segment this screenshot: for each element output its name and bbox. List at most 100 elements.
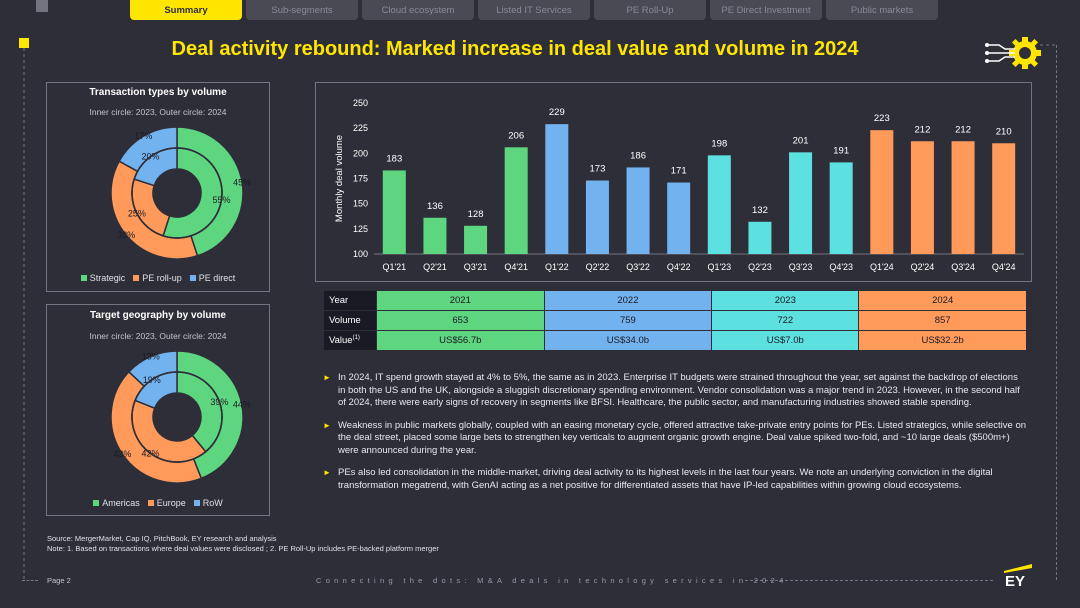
target-geography-donut: 44%43%13%39%42%19%: [110, 350, 251, 484]
bar-data-label: 191: [833, 145, 849, 156]
note-line: Note: 1. Based on transactions where dea…: [47, 544, 439, 553]
bar-data-label: 212: [955, 124, 971, 135]
bar-data-label: 128: [468, 209, 484, 220]
tab-public-markets[interactable]: Public markets: [826, 0, 938, 20]
row-label-year: Year: [323, 290, 377, 311]
x-tick-label: Q1'22: [545, 262, 569, 272]
bullet-arrow-icon: ►: [323, 420, 331, 430]
bar: [951, 141, 975, 254]
row-label-value-sup: (1): [352, 334, 360, 341]
list-item: ► PEs also led consolidation in the midd…: [322, 467, 1027, 492]
target-geography-outer-label: 43%: [113, 449, 131, 459]
legend-item-europe: Europe: [147, 498, 186, 508]
target-geography-ring-divider: [131, 371, 223, 463]
tab-listed-it-services[interactable]: Listed IT Services: [478, 0, 590, 20]
tab-pe-direct-investment[interactable]: PE Direct Investment: [710, 0, 822, 20]
volume-2024: 857: [858, 310, 1027, 331]
bar: [504, 147, 528, 254]
bar-data-label: 171: [671, 166, 687, 177]
value-2022: US$34.0b: [543, 330, 713, 351]
corner-square-yellow: [19, 38, 29, 48]
x-tick-label: Q4'21: [504, 262, 528, 272]
row-label-value: Value(1): [323, 330, 377, 351]
bar: [464, 225, 488, 254]
bullet-text: Weakness in public markets globally, cou…: [338, 419, 1027, 456]
bullet-arrow-icon: ►: [323, 373, 331, 382]
target-geography-outer-label: 13%: [142, 351, 160, 361]
transaction-types-ring-divider: [131, 147, 223, 239]
x-tick-label: Q4'23: [829, 262, 853, 272]
volume-2022: 759: [543, 310, 713, 331]
bar: [545, 124, 569, 254]
gear-circuit-icon: [985, 37, 1041, 69]
transaction-types-outer-label: 38%: [117, 230, 135, 240]
transaction-types-subtitle: Inner circle: 2023, Outer circle: 2024: [89, 107, 227, 117]
table-row-volume: Volume 653 759 722 857: [323, 310, 1027, 331]
target-geography-legend: Americas Europe RoW: [47, 498, 269, 508]
source-notes: Source: MergerMarket, Cap IQ, PitchBook,…: [47, 534, 439, 554]
bar: [382, 170, 406, 254]
tab-sub-segments[interactable]: Sub-segments: [246, 0, 358, 20]
target-geography-outer-label: 44%: [233, 400, 251, 410]
bar: [870, 130, 894, 254]
y-tick-label: 150: [353, 199, 368, 209]
bar: [626, 167, 650, 254]
deal-volume-chart-panel: 100 125 150 175 200 225 250 Monthly deal volume…: [315, 82, 1032, 282]
frame-right-dash: [1056, 45, 1057, 580]
x-tick-label: Q3'23: [789, 262, 813, 272]
target-geography-subtitle: Inner circle: 2023, Outer circle: 2024: [89, 331, 227, 341]
tab-cloud-ecosystem[interactable]: Cloud ecosystem: [362, 0, 474, 20]
x-tick-label: Q1'21: [382, 262, 406, 272]
page-title: Deal activity rebound: Marked increase i…: [171, 38, 859, 60]
transaction-types-donut: 45%38%17%55%25%20%: [110, 126, 251, 260]
bar-data-label: 212: [915, 124, 931, 135]
x-tick-label: Q1'24: [870, 262, 894, 272]
x-tick-label: Q1'23: [707, 262, 731, 272]
volume-2021: 653: [376, 310, 545, 331]
bar-data-label: 186: [630, 150, 646, 161]
bullet-text: PEs also led consolidation in the middle…: [338, 467, 993, 491]
row-label-value-base: Value: [329, 335, 353, 347]
ey-logo: EY: [1004, 564, 1032, 588]
bullet-arrow-icon: ►: [323, 468, 331, 477]
page-number: Page 2: [47, 576, 71, 585]
y-tick-label: 175: [353, 174, 368, 184]
bar-data-label: 229: [549, 107, 565, 118]
tab-pe-roll-up[interactable]: PE Roll-Up: [594, 0, 706, 20]
year-2021: 2021: [376, 290, 545, 311]
volume-2023: 722: [711, 310, 860, 331]
x-tick-label: Q4'22: [667, 262, 691, 272]
bar-data-label: 198: [711, 138, 727, 149]
row-label-volume: Volume: [323, 310, 377, 331]
bar: [585, 180, 609, 254]
bar-data-label: 183: [386, 153, 402, 164]
bar: [667, 182, 691, 254]
legend-item-strategic: Strategic: [80, 273, 125, 283]
bar-data-label: 223: [874, 113, 890, 124]
x-tick-label: Q3'22: [626, 262, 650, 272]
bar-data-label: 206: [508, 130, 524, 141]
frame-bottom-left-dash: [22, 580, 38, 581]
ey-logo-beam: [1004, 564, 1032, 573]
transaction-types-legend: Strategic PE roll-up PE direct: [47, 273, 269, 283]
bar: [789, 152, 813, 254]
transaction-types-outer-label: 17%: [134, 131, 152, 141]
bar: [748, 221, 772, 254]
legend-item-americas: Americas: [93, 498, 140, 508]
bar: [423, 217, 447, 254]
value-2021: US$56.7b: [376, 330, 545, 351]
corner-square-gray: [36, 0, 48, 12]
bar: [992, 143, 1016, 254]
legend-item-row: RoW: [193, 498, 223, 508]
y-tick-label: 100: [353, 249, 368, 259]
x-tick-label: Q2'21: [423, 262, 447, 272]
y-tick-label: 125: [353, 224, 368, 234]
year-2022: 2022: [543, 290, 713, 311]
x-tick-label: Q2'24: [911, 262, 935, 272]
tab-summary[interactable]: Summary: [130, 0, 242, 20]
bar-data-label: 132: [752, 205, 768, 216]
bar-data-label: 173: [590, 164, 606, 175]
bullet-text: In 2024, IT spend growth stayed at 4% to…: [338, 372, 1020, 408]
y-tick-label: 200: [353, 148, 368, 158]
